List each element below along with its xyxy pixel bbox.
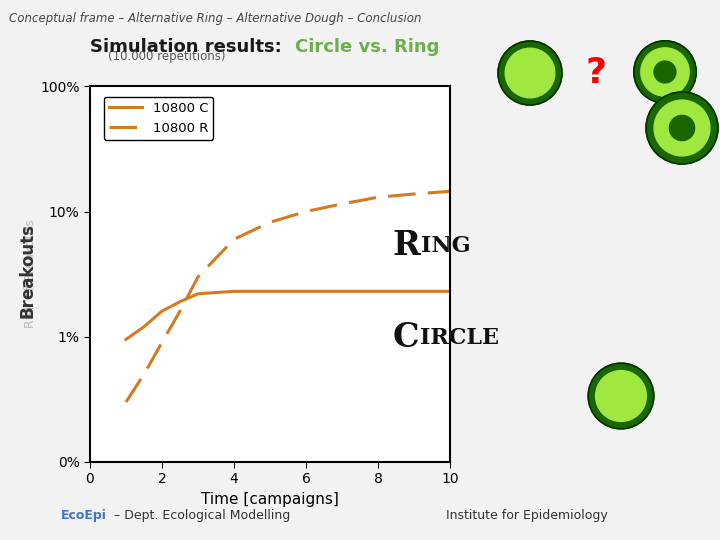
10800 C (122, 336, 130, 342)
Circle shape (670, 116, 695, 140)
Circle shape (654, 100, 710, 156)
10800 C (374, 288, 382, 295)
10800 C (194, 291, 202, 297)
Circle shape (595, 370, 647, 421)
Text: ?: ? (585, 56, 606, 90)
Text: – Dept. Ecological Modelling: – Dept. Ecological Modelling (110, 509, 290, 522)
Text: (10.000 repetitions): (10.000 repetitions) (108, 50, 225, 63)
10800 C (176, 299, 184, 305)
10800 R (140, 371, 148, 377)
10800 C (158, 308, 166, 314)
Text: Breakouts: Breakouts (18, 222, 36, 318)
Circle shape (498, 41, 562, 105)
Text: Simulation results:: Simulation results: (90, 38, 288, 56)
10800 R (410, 191, 418, 197)
10800 R (176, 308, 184, 314)
Circle shape (588, 363, 654, 429)
10800 R (338, 201, 346, 207)
Circle shape (634, 41, 696, 103)
10800 C (140, 323, 148, 330)
10800 R (302, 208, 310, 215)
Circle shape (654, 61, 676, 83)
10800 C (266, 288, 274, 295)
Text: EcoEpi: EcoEpi (61, 509, 107, 522)
10800 R (230, 236, 238, 242)
Circle shape (646, 92, 718, 164)
Text: R: R (392, 229, 420, 262)
Legend: 10800 C, 10800 R: 10800 C, 10800 R (104, 97, 213, 140)
10800 C (410, 288, 418, 295)
Circle shape (641, 48, 689, 96)
Text: Institute for Epidemiology: Institute for Epidemiology (446, 509, 608, 522)
Line: 10800 C: 10800 C (126, 292, 450, 339)
Text: IRCLE: IRCLE (420, 327, 499, 348)
Circle shape (505, 48, 555, 98)
Text: ING: ING (421, 235, 471, 256)
10800 R (194, 274, 202, 280)
Text: C: C (392, 321, 419, 354)
10800 R (122, 399, 130, 405)
Text: Circle vs. Ring: Circle vs. Ring (295, 38, 440, 56)
10800 C (338, 288, 346, 295)
10800 C (302, 288, 310, 295)
10800 R (374, 194, 382, 200)
Line: 10800 R: 10800 R (126, 191, 450, 402)
X-axis label: Time [campaigns]: Time [campaigns] (201, 492, 339, 507)
10800 C (446, 288, 454, 295)
10800 R (158, 339, 166, 346)
Y-axis label: Risk of Breakouts: Risk of Breakouts (24, 220, 37, 328)
10800 R (266, 219, 274, 226)
10800 R (446, 188, 454, 194)
Text: Conceptual frame – Alternative Ring – Alternative Dough – Conclusion: Conceptual frame – Alternative Ring – Al… (9, 12, 421, 25)
10800 C (230, 288, 238, 295)
